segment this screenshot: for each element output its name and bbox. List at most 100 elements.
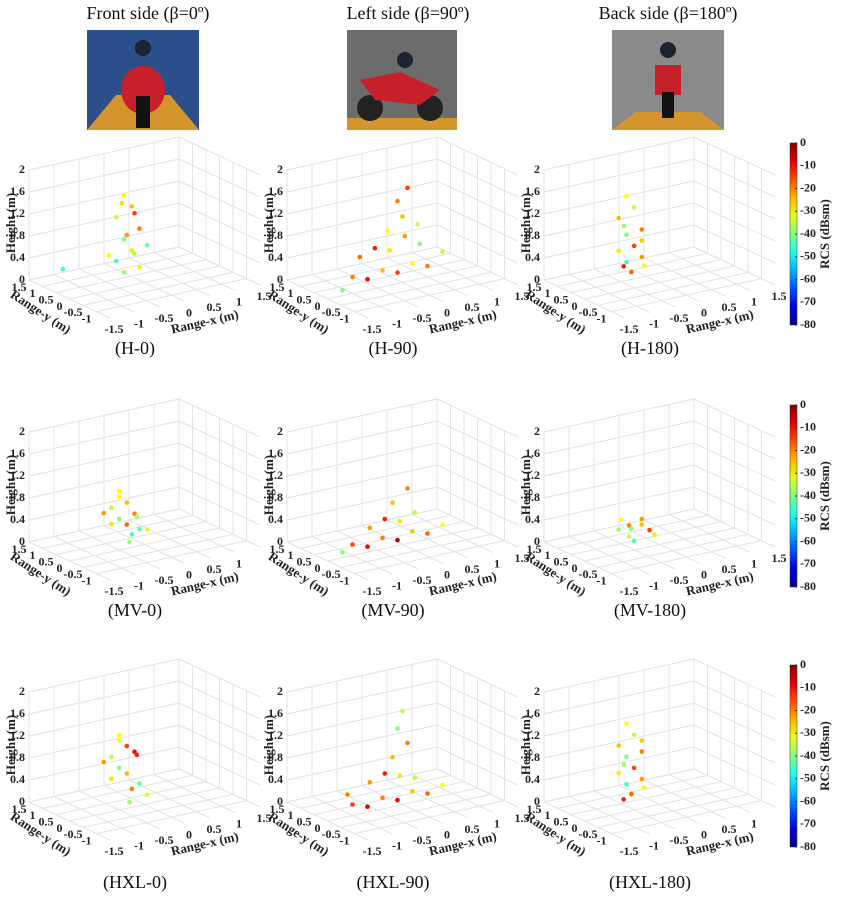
point [109,776,114,781]
panel-label: (MV-180) [614,600,686,621]
point [137,226,142,231]
point [109,521,114,527]
colorbar-tick-label: -70 [800,294,816,308]
grid-line [178,246,261,286]
z-tick-label: 1.2 [268,728,283,742]
point [144,526,150,532]
colorbar-tick-label: -80 [800,839,816,853]
y-tick-label: 1.5 [270,542,285,556]
grid-line [313,259,465,294]
z-tick-label: 1.2 [10,728,25,742]
y-tick-label: 0.5 [39,554,54,568]
grid-line [300,252,451,287]
grid-line [436,158,519,198]
z-tick-label: 1.2 [525,468,540,482]
grid-line [178,442,261,482]
point [425,531,430,536]
x-tick-label: 1.5 [515,289,530,303]
grid-line [178,202,261,242]
grid-line [286,224,438,259]
grid-line [286,658,438,693]
point [440,522,445,527]
grid-line [178,724,261,764]
z-tick-label: 2 [534,424,540,438]
y-tick-label: 0 [57,299,63,313]
y-tick-label: 0.5 [554,814,569,828]
point [116,765,122,771]
x-tick-label: -1 [649,578,659,592]
point [624,193,629,199]
grid-line [693,202,776,242]
z-tick-label: 1.2 [10,206,25,220]
grid-line [543,746,695,781]
colorbar-tick-label: -30 [800,725,816,739]
z-tick-label: 1.6 [10,446,25,460]
grid-line [327,787,478,822]
point [134,514,140,520]
z-tick-label: 0 [19,534,25,548]
colorbar-tick-label: -40 [800,488,816,502]
point [425,791,430,796]
x-tick-label: 0.5 [722,562,737,576]
x-tick-label: 1 [751,816,757,830]
grid-line [178,680,261,720]
grid-line [96,278,247,313]
x-tick-label: -1 [134,578,144,592]
panel-label: (H-90) [369,338,418,359]
x-tick-label: -0.5 [413,311,432,325]
x-tick-label: -0.5 [155,573,174,587]
x-tick-label: 0 [444,827,450,841]
grid-line [693,746,776,786]
x-tick-label: 0 [701,567,707,581]
grid-line [436,680,519,720]
y-tick-label: 1 [30,286,36,300]
grid-line [693,398,776,438]
grid-line [543,246,695,281]
point [114,258,119,264]
point [410,261,415,267]
z-tick-label: 1.2 [268,206,283,220]
y-tick-label: 1.5 [12,542,27,556]
photo-front [87,30,199,130]
grid-line [693,508,776,548]
point [114,214,119,220]
x-tick-label: 1 [751,294,757,308]
y-tick-label: 1 [545,286,551,300]
point [652,532,657,537]
panel-label: (MV-90) [361,600,424,621]
y-tick-label: 1 [288,286,294,300]
grid-line [286,180,438,215]
grid-line [286,420,438,455]
x-tick-label: 1 [236,294,242,308]
grid-line [436,398,519,438]
grid-line [436,246,519,286]
point [397,518,403,524]
point [109,754,114,759]
grid-line [327,527,478,562]
grid-line [693,246,776,286]
z-tick-label: 0 [19,794,25,808]
grid-line [286,202,438,237]
grid-line [178,464,261,504]
point [639,254,645,260]
point [350,274,355,280]
grid-line [28,724,180,759]
grid-line [693,442,776,482]
x-axis-label: Range-x (m) [427,306,498,336]
z-tick-label: 0.8 [525,750,540,764]
grid-line [543,680,695,715]
z-tick-label: 1.2 [268,468,283,482]
grid-line [28,442,180,477]
colorbar-tick-label: 0 [800,135,806,149]
z-tick-label: 0.4 [525,512,540,526]
z-tick-label: 0 [277,272,283,286]
grid-line [543,180,695,215]
grid-line [82,793,234,828]
y-tick-label: 1 [30,808,36,822]
point [129,786,135,792]
point [365,804,370,809]
z-tick-label: 0.4 [10,250,25,264]
grid-line [42,774,193,809]
x-tick-label: 1.5 [772,551,787,565]
point [621,762,627,767]
